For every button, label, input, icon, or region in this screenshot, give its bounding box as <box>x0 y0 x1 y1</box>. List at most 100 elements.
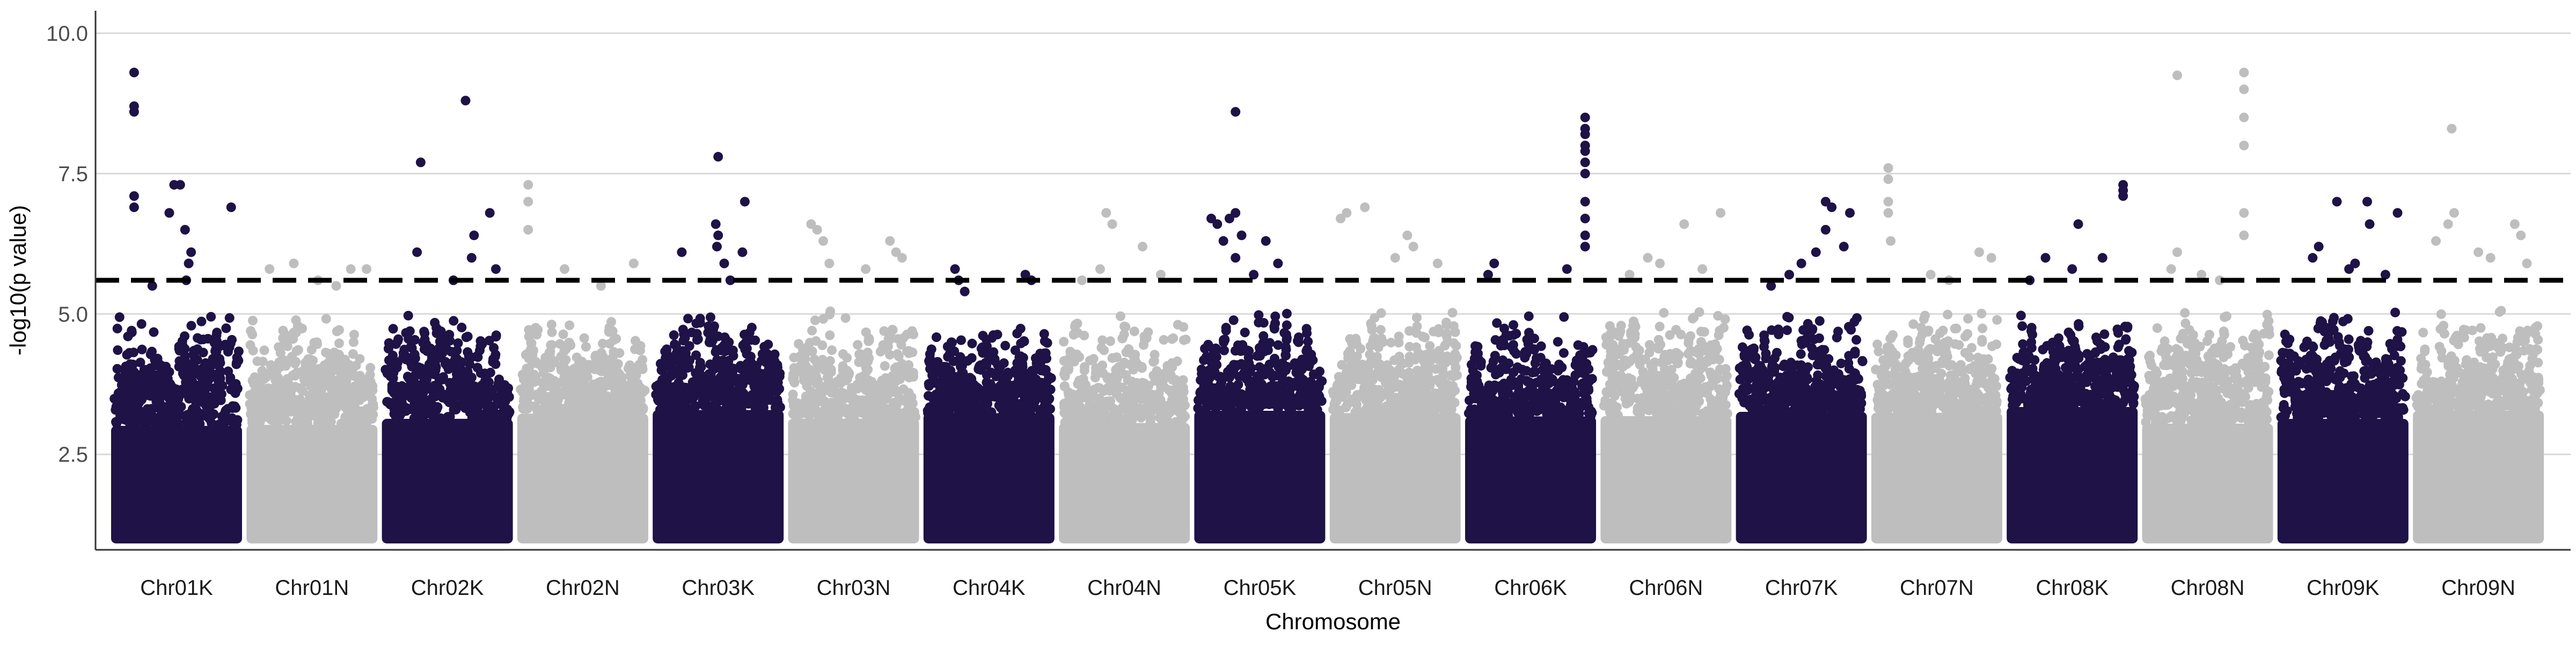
data-point <box>334 325 344 335</box>
data-point <box>1553 337 1563 347</box>
data-point <box>1373 396 1383 405</box>
data-point <box>1719 323 1729 332</box>
data-point <box>137 319 147 329</box>
point-cloud-chr02n <box>517 413 648 543</box>
data-point <box>1042 354 1051 364</box>
data-point <box>1814 333 1824 343</box>
data-point <box>1282 309 1292 318</box>
data-point <box>747 323 757 332</box>
data-point <box>1749 344 1759 353</box>
data-point <box>1233 380 1243 389</box>
data-point <box>844 370 854 380</box>
data-point <box>864 353 874 363</box>
data-point <box>545 347 555 357</box>
data-point <box>127 326 136 336</box>
data-point <box>433 402 442 412</box>
data-point <box>1451 353 1460 363</box>
data-point <box>611 334 621 344</box>
data-point <box>1420 333 1430 343</box>
data-point <box>1130 350 1140 360</box>
data-point <box>986 408 996 417</box>
data-point <box>1803 362 1813 372</box>
data-point <box>825 310 835 319</box>
data-point <box>1807 324 1817 334</box>
data-point <box>452 346 462 355</box>
data-point <box>217 381 227 390</box>
point-cloud-chr01k <box>111 426 242 543</box>
data-point <box>1293 336 1302 346</box>
data-point <box>1612 402 1622 412</box>
data-point <box>1281 345 1291 354</box>
data-point <box>232 415 242 425</box>
data-point <box>1282 335 1291 345</box>
data-point <box>246 326 255 336</box>
data-point <box>1582 394 1592 403</box>
data-point <box>908 347 917 357</box>
data-point <box>1449 321 1459 331</box>
data-point <box>1072 350 1081 359</box>
data-point <box>393 336 402 346</box>
data-point <box>1180 412 1190 421</box>
data-point <box>841 313 851 323</box>
data-point <box>696 314 705 323</box>
data-point <box>910 407 919 417</box>
data-point <box>248 316 258 325</box>
data-point <box>1782 325 1792 335</box>
data-point <box>1721 400 1731 410</box>
data-point <box>1536 341 1546 351</box>
data-point <box>1546 373 1556 383</box>
data-point <box>449 404 459 414</box>
data-point <box>1229 315 1239 325</box>
data-point <box>1584 384 1593 394</box>
data-point <box>770 350 780 359</box>
data-point <box>638 388 647 397</box>
data-point <box>1270 324 1279 333</box>
data-point <box>817 340 827 350</box>
data-point <box>614 348 624 358</box>
data-point <box>1559 348 1569 358</box>
data-point <box>880 361 890 371</box>
data-point <box>825 356 835 366</box>
data-point <box>1375 338 1385 347</box>
data-point <box>1450 398 1460 408</box>
data-point <box>1282 321 1292 330</box>
data-point <box>1179 335 1189 345</box>
data-point <box>1220 335 1230 344</box>
data-point <box>888 325 897 335</box>
data-point <box>612 360 622 369</box>
data-point <box>1559 312 1569 322</box>
data-point <box>1696 373 1706 383</box>
data-point <box>232 384 241 394</box>
data-point <box>810 316 820 325</box>
data-point <box>1570 370 1580 380</box>
data-point <box>1442 329 1452 338</box>
data-point <box>445 336 455 346</box>
data-point <box>1159 335 1168 345</box>
data-point <box>1511 349 1521 359</box>
data-point <box>404 311 413 321</box>
data-point <box>1000 341 1010 351</box>
data-point <box>530 328 540 337</box>
data-point <box>113 345 122 355</box>
data-point <box>1723 409 1732 418</box>
data-point <box>547 328 557 337</box>
data-point <box>1712 374 1722 384</box>
point-cloud-chr02k <box>382 419 513 543</box>
data-point <box>581 342 591 352</box>
data-point <box>321 314 331 324</box>
point-cloud-chr04k <box>924 413 1055 543</box>
data-point <box>1615 326 1625 336</box>
data-point <box>1673 359 1682 368</box>
data-point <box>750 336 760 345</box>
data-point <box>1020 337 1029 346</box>
data-point <box>368 410 378 419</box>
data-point <box>1509 320 1518 330</box>
data-point <box>405 326 415 336</box>
data-point <box>1394 332 1404 341</box>
data-point <box>410 350 420 359</box>
point-clouds <box>109 306 2545 543</box>
data-point <box>1044 386 1053 396</box>
data-point <box>606 317 616 326</box>
point-cloud-chr03k <box>653 410 784 543</box>
